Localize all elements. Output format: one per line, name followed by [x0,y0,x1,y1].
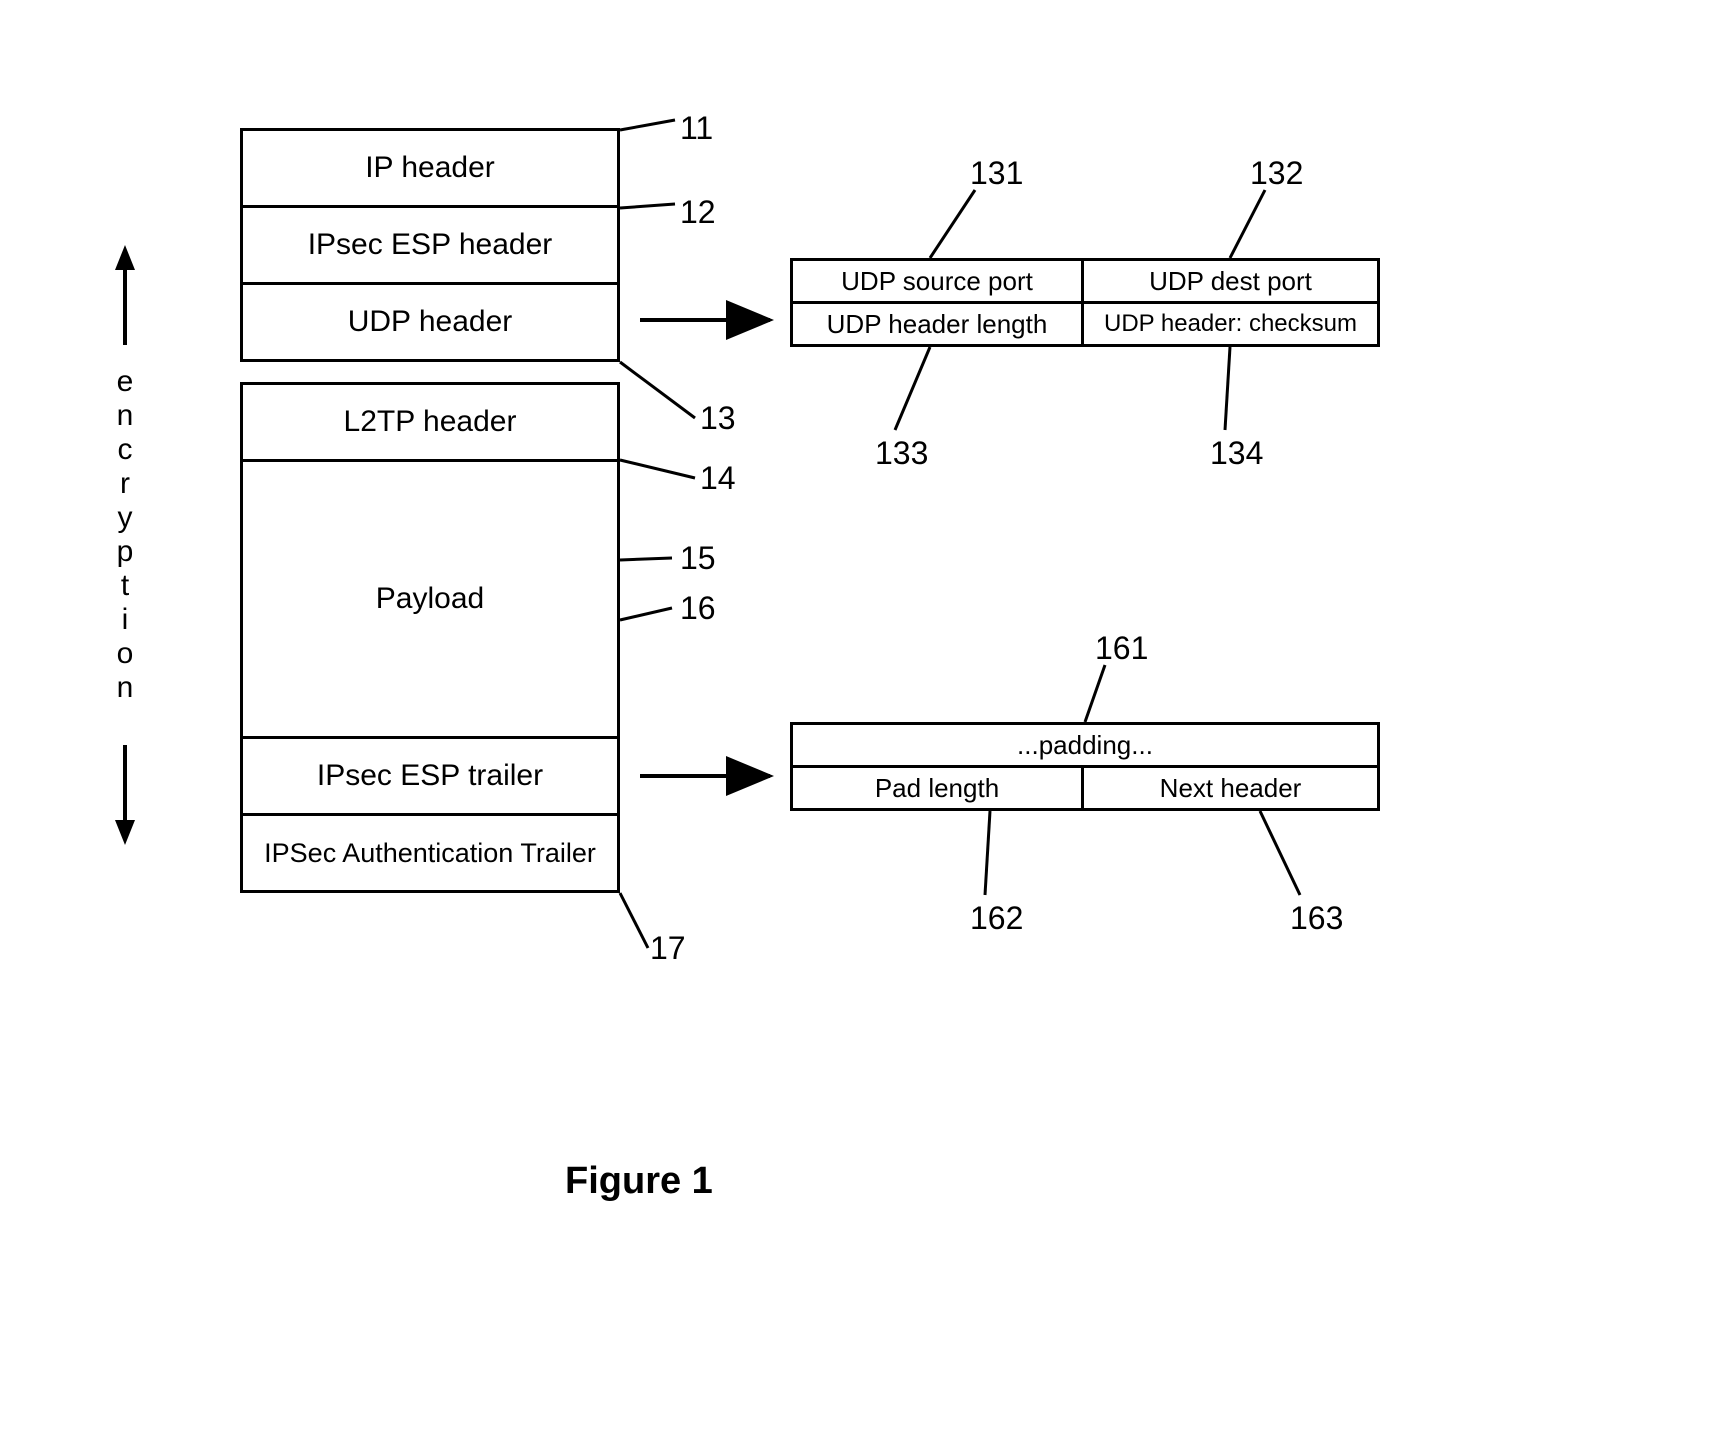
connector-lines [0,0,1733,1452]
packet-diagram: IP header IPsec ESP header UDP header L2… [0,0,1733,1452]
